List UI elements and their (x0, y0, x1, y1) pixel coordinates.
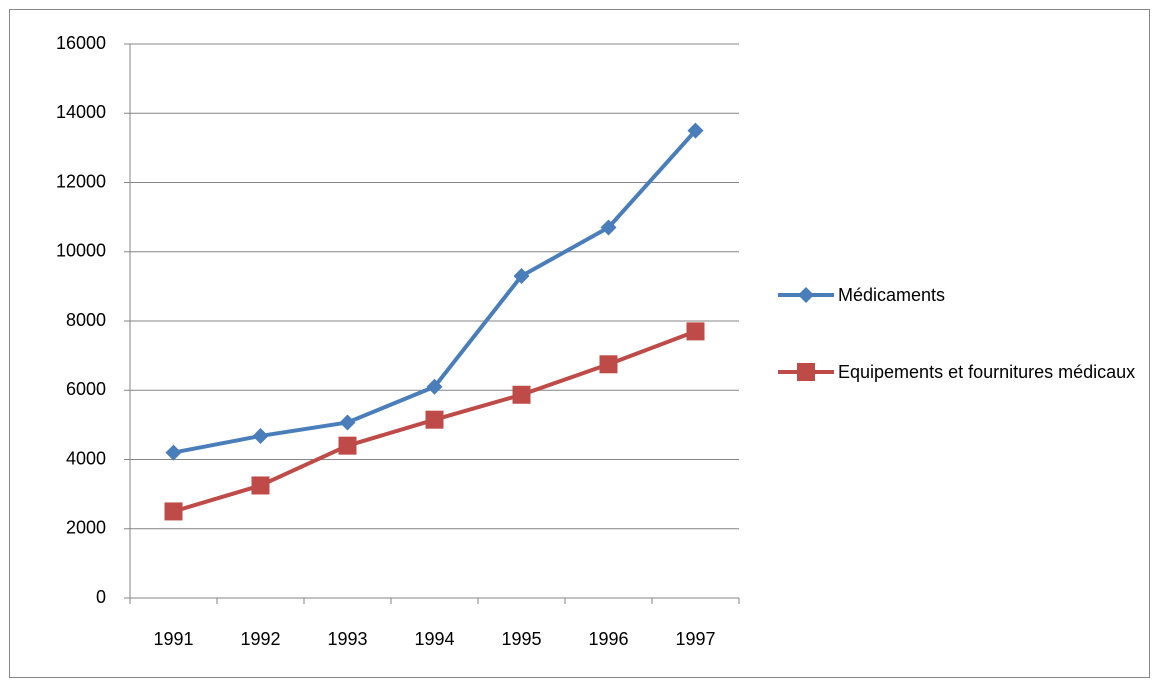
point-marker (687, 122, 704, 139)
legend-label: Equipements et fournitures médicaux (838, 362, 1136, 382)
point-marker (339, 414, 356, 431)
point-marker (165, 444, 182, 461)
y-tick-label: 8000 (66, 310, 106, 330)
point-marker (425, 410, 444, 429)
point-marker (513, 267, 530, 284)
y-tick-label: 14000 (56, 102, 106, 122)
y-tick-label: 0 (96, 587, 106, 607)
x-tick-label: 1993 (327, 629, 367, 649)
x-tick-label: 1994 (414, 629, 454, 649)
y-tick-label: 6000 (66, 379, 106, 399)
x-tick-label: 1992 (240, 629, 280, 649)
point-marker (426, 378, 443, 395)
point-marker (686, 322, 705, 341)
point-marker (164, 502, 183, 521)
y-tick-label: 2000 (66, 518, 106, 538)
point-marker (338, 436, 357, 455)
y-tick-label: 12000 (56, 171, 106, 191)
x-tick-label: 1991 (153, 629, 193, 649)
x-tick-label: 1996 (588, 629, 628, 649)
legend-marker (798, 287, 814, 303)
point-marker (251, 476, 270, 495)
x-tick-label: 1995 (501, 629, 541, 649)
x-tick-label: 1997 (675, 629, 715, 649)
legend-marker (797, 363, 815, 381)
y-tick-label: 16000 (56, 33, 106, 53)
y-tick-label: 10000 (56, 241, 106, 261)
chart-border (9, 9, 1150, 678)
point-marker (512, 385, 531, 404)
y-tick-label: 4000 (66, 448, 106, 468)
point-marker (252, 427, 269, 444)
legend-label: Médicaments (838, 285, 946, 305)
point-marker (600, 219, 617, 236)
point-marker (599, 355, 618, 374)
